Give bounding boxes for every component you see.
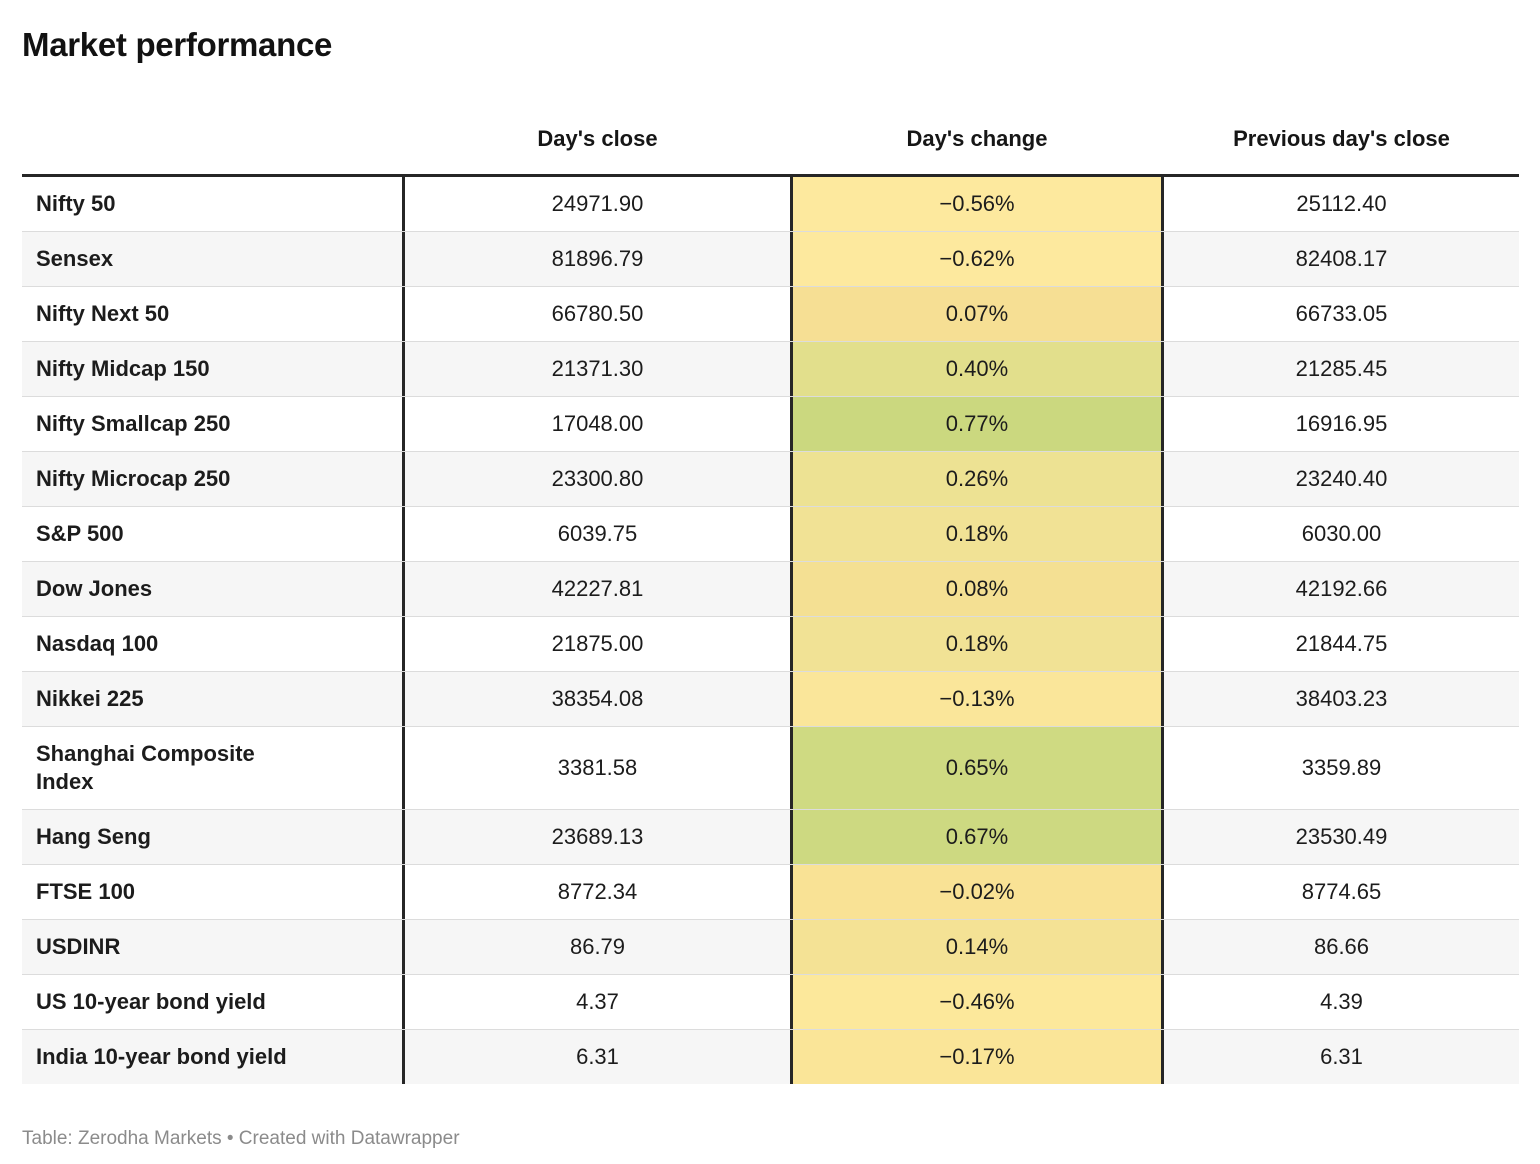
row-label: US 10-year bond yield <box>22 975 405 1029</box>
table-row: Nasdaq 100 21875.00 0.18% 21844.75 <box>22 616 1519 671</box>
row-label: Nifty Microcap 250 <box>22 452 405 506</box>
days-change-cell: −0.17% <box>790 1030 1164 1084</box>
days-change-cell: 0.40% <box>790 342 1164 396</box>
column-header-previous-days-close: Previous day's close <box>1233 126 1450 151</box>
table-row: Nifty Microcap 250 23300.80 0.26% 23240.… <box>22 451 1519 506</box>
row-label: India 10-year bond yield <box>22 1030 405 1084</box>
days-close-cell: 8772.34 <box>557 879 638 904</box>
row-label: Dow Jones <box>22 562 405 616</box>
days-change-cell: 0.08% <box>790 562 1164 616</box>
days-close-cell: 23689.13 <box>551 824 644 849</box>
table-row: India 10-year bond yield 6.31 −0.17% 6.3… <box>22 1029 1519 1084</box>
column-header-days-change: Day's change <box>906 126 1048 151</box>
row-label: Sensex <box>22 232 405 286</box>
market-table-body: Nifty 50 24971.90 −0.56% 25112.40 Sensex… <box>22 174 1519 1084</box>
table-row: Nifty Smallcap 250 17048.00 0.77% 16916.… <box>22 396 1519 451</box>
row-label: Shanghai Composite Index <box>22 727 405 809</box>
days-change-cell: 0.14% <box>790 920 1164 974</box>
table-row: Nifty 50 24971.90 −0.56% 25112.40 <box>22 177 1519 231</box>
table-header-row: Day's close Day's change Previous day's … <box>22 126 1519 174</box>
previous-days-close-cell: 23530.49 <box>1295 824 1388 849</box>
table-row: Nifty Midcap 150 21371.30 0.40% 21285.45 <box>22 341 1519 396</box>
previous-days-close-cell: 4.39 <box>1320 989 1363 1014</box>
days-change-cell: 0.77% <box>790 397 1164 451</box>
table-row: Sensex 81896.79 −0.62% 82408.17 <box>22 231 1519 286</box>
previous-days-close-cell: 21285.45 <box>1295 356 1388 381</box>
days-close-cell: 81896.79 <box>551 246 644 271</box>
table-row: FTSE 100 8772.34 −0.02% 8774.65 <box>22 864 1519 919</box>
previous-days-close-cell: 42192.66 <box>1295 576 1388 601</box>
previous-days-close-cell: 86.66 <box>1313 934 1370 959</box>
previous-days-close-cell: 82408.17 <box>1295 246 1388 271</box>
row-label: Nifty Smallcap 250 <box>22 397 405 451</box>
days-change-cell: 0.07% <box>790 287 1164 341</box>
previous-days-close-cell: 66733.05 <box>1295 301 1388 326</box>
table-row: S&P 500 6039.75 0.18% 6030.00 <box>22 506 1519 561</box>
previous-days-close-cell: 25112.40 <box>1296 191 1387 216</box>
days-change-cell: 0.18% <box>790 507 1164 561</box>
days-change-cell: 0.26% <box>790 452 1164 506</box>
previous-days-close-cell: 3359.89 <box>1301 755 1382 780</box>
table-footer-attribution: Table: Zerodha Markets • Created with Da… <box>22 1128 460 1149</box>
days-change-cell: −0.02% <box>790 865 1164 919</box>
previous-days-close-cell: 8774.65 <box>1301 879 1382 904</box>
row-label: Hang Seng <box>22 810 405 864</box>
days-close-cell: 17048.00 <box>551 411 644 436</box>
days-change-cell: 0.18% <box>790 617 1164 671</box>
table-row: Nikkei 225 38354.08 −0.13% 38403.23 <box>22 671 1519 726</box>
table-row: US 10-year bond yield 4.37 −0.46% 4.39 <box>22 974 1519 1029</box>
days-change-cell: 0.65% <box>790 727 1164 809</box>
column-header-empty <box>22 126 405 152</box>
days-change-cell: 0.67% <box>790 810 1164 864</box>
previous-days-close-cell: 6.31 <box>1320 1044 1363 1069</box>
days-change-cell: −0.62% <box>790 232 1164 286</box>
row-label: S&P 500 <box>22 507 405 561</box>
previous-days-close-cell: 21844.75 <box>1295 631 1388 656</box>
previous-days-close-cell: 6030.00 <box>1301 521 1382 546</box>
table-row: Dow Jones 42227.81 0.08% 42192.66 <box>22 561 1519 616</box>
days-close-cell: 3381.58 <box>557 755 638 780</box>
days-close-cell: 38354.08 <box>551 686 644 711</box>
table-row: Nifty Next 50 66780.50 0.07% 66733.05 <box>22 286 1519 341</box>
row-label: FTSE 100 <box>22 865 405 919</box>
row-label: Nifty Next 50 <box>22 287 405 341</box>
days-close-cell: 6.31 <box>576 1044 619 1069</box>
days-close-cell: 23300.80 <box>551 466 644 491</box>
row-label: Nifty Midcap 150 <box>22 342 405 396</box>
row-label: Nasdaq 100 <box>22 617 405 671</box>
row-label: USDINR <box>22 920 405 974</box>
previous-days-close-cell: 38403.23 <box>1295 686 1388 711</box>
table-row: Shanghai Composite Index 3381.58 0.65% 3… <box>22 726 1519 809</box>
days-close-cell: 21371.30 <box>551 356 644 381</box>
days-close-cell: 86.79 <box>569 934 626 959</box>
table-row: USDINR 86.79 0.14% 86.66 <box>22 919 1519 974</box>
row-label: Nifty 50 <box>22 177 405 231</box>
table-row: Hang Seng 23689.13 0.67% 23530.49 <box>22 809 1519 864</box>
days-change-cell: −0.13% <box>790 672 1164 726</box>
column-header-days-close: Day's close <box>537 126 658 151</box>
days-close-cell: 4.37 <box>576 989 619 1014</box>
days-close-cell: 24971.90 <box>551 191 644 216</box>
page-title: Market performance <box>22 26 333 63</box>
days-close-cell: 21875.00 <box>551 631 644 656</box>
row-label: Nikkei 225 <box>22 672 405 726</box>
days-change-cell: −0.46% <box>790 975 1164 1029</box>
days-close-cell: 42227.81 <box>551 576 644 601</box>
days-close-cell: 66780.50 <box>551 301 644 326</box>
previous-days-close-cell: 16916.95 <box>1295 411 1388 436</box>
days-close-cell: 6039.75 <box>557 521 638 546</box>
days-change-cell: −0.56% <box>790 177 1164 231</box>
previous-days-close-cell: 23240.40 <box>1295 466 1388 491</box>
